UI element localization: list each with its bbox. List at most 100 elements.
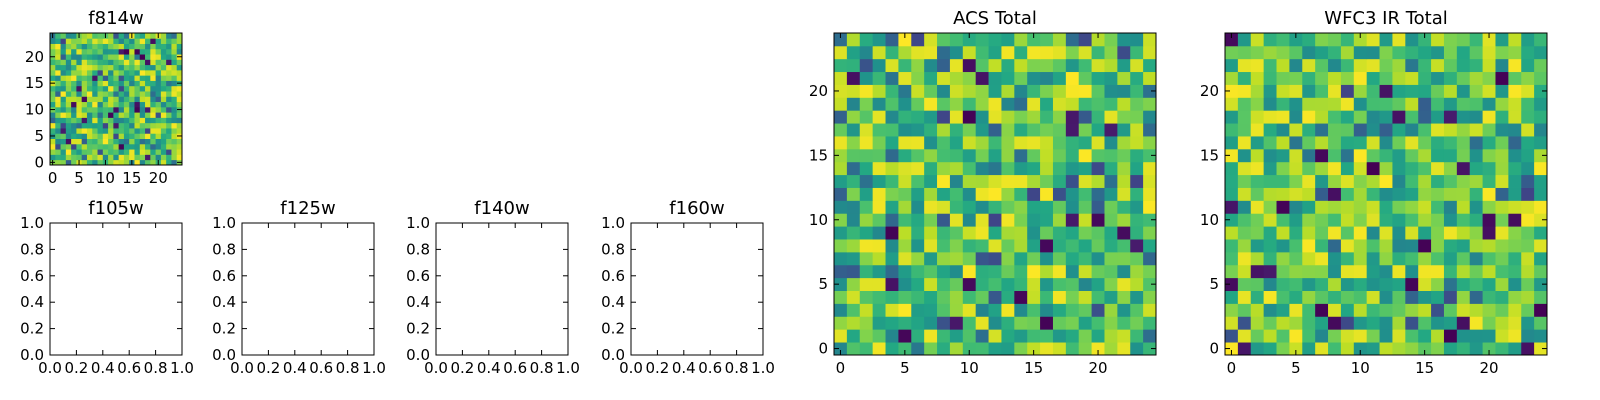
heatmap-cell xyxy=(1027,290,1041,304)
heatmap-cell xyxy=(937,251,951,266)
heatmap-cell xyxy=(108,59,114,66)
heatmap-cell xyxy=(1263,97,1277,111)
heatmap-cell xyxy=(145,64,151,71)
heatmap-cell xyxy=(102,91,109,97)
heatmap-cell xyxy=(898,251,912,266)
y-tick-label: 0.2 xyxy=(212,320,236,338)
heatmap-cell xyxy=(123,80,130,87)
heatmap-cell xyxy=(1143,58,1157,73)
heatmap-cell xyxy=(1534,148,1548,163)
heatmap-cell xyxy=(1091,239,1105,253)
heatmap-cell xyxy=(129,64,135,71)
heatmap-cell xyxy=(1276,251,1290,266)
heatmap-cell xyxy=(1456,264,1471,279)
heatmap-cell xyxy=(1353,123,1368,137)
heatmap-cell xyxy=(86,80,93,87)
heatmap-cell xyxy=(1469,213,1483,227)
heatmap-cell xyxy=(71,91,77,97)
heatmap-cell xyxy=(171,91,178,97)
heatmap-cell xyxy=(937,303,951,317)
x-tick-label: 0.4 xyxy=(672,359,696,377)
heatmap-cell xyxy=(898,342,912,356)
heatmap-cell xyxy=(1418,251,1432,266)
heatmap-cell xyxy=(139,143,146,150)
heatmap-cell xyxy=(1052,174,1067,188)
heatmap-cell xyxy=(150,112,156,118)
x-tick-label: 10 xyxy=(96,169,115,187)
heatmap-cell xyxy=(1495,316,1509,330)
heatmap-cell xyxy=(81,33,88,39)
heatmap-cell xyxy=(1276,136,1290,150)
heatmap-cell xyxy=(123,48,130,55)
heatmap-cell xyxy=(1353,277,1368,291)
heatmap-cell xyxy=(1469,161,1483,176)
heatmap-cell xyxy=(1392,174,1406,188)
heatmap-cell xyxy=(975,33,989,47)
heatmap-cell xyxy=(1250,226,1265,240)
heatmap-cell xyxy=(171,64,178,71)
heatmap-cell xyxy=(65,54,72,60)
heatmap-cell xyxy=(1456,239,1471,253)
heatmap-cell xyxy=(118,128,125,134)
heatmap-cell xyxy=(859,239,874,253)
heatmap-cell xyxy=(1001,148,1015,163)
heatmap-cell xyxy=(988,136,1002,150)
heatmap-cell xyxy=(1315,123,1329,137)
heatmap-cell xyxy=(1508,239,1522,253)
heatmap-cell xyxy=(1130,277,1144,291)
heatmap-cell xyxy=(118,117,125,124)
heatmap-cell xyxy=(55,64,61,71)
heatmap-cell xyxy=(1104,58,1118,73)
x-tick-label: 1.0 xyxy=(556,359,580,377)
heatmap-cell xyxy=(1250,342,1265,356)
heatmap-cell xyxy=(1469,33,1483,47)
heatmap-cell xyxy=(60,106,67,113)
heatmap-cell xyxy=(1392,316,1406,330)
heatmap-cell xyxy=(1379,110,1393,124)
heatmap-cell xyxy=(988,84,1002,98)
heatmap-cell xyxy=(1117,239,1131,253)
heatmap-cell xyxy=(1418,84,1432,98)
y-tick-label: 0.8 xyxy=(212,240,236,258)
heatmap-cell xyxy=(160,64,167,71)
heatmap-cell xyxy=(92,69,98,76)
heatmap-cell xyxy=(81,69,88,76)
heatmap-cell xyxy=(97,128,104,134)
heatmap-cell xyxy=(975,187,989,201)
heatmap-cell xyxy=(1302,33,1316,47)
heatmap-cell xyxy=(1091,264,1105,279)
heatmap-cell xyxy=(846,110,861,124)
heatmap-cell xyxy=(102,128,109,134)
heatmap-cell xyxy=(911,148,925,163)
heatmap-cell xyxy=(1508,33,1522,47)
heatmap-cell xyxy=(1495,303,1509,317)
heatmap-cell xyxy=(1521,277,1535,291)
heatmap-cell xyxy=(1431,136,1445,150)
heatmap-cell xyxy=(975,136,989,150)
heatmap-cell xyxy=(872,45,886,60)
heatmap-cell xyxy=(937,136,951,150)
y-tick-label: 0.4 xyxy=(601,293,625,311)
heatmap-cell xyxy=(102,138,109,145)
heatmap-cell xyxy=(1328,136,1342,150)
heatmap-cell xyxy=(1443,342,1458,356)
heatmap-cell xyxy=(1340,45,1355,60)
x-tick-label: 0 xyxy=(1227,359,1237,377)
heatmap-cell xyxy=(145,112,151,118)
heatmap-cell xyxy=(1443,161,1458,176)
heatmap-cell xyxy=(1418,329,1432,343)
heatmap-cell xyxy=(129,112,135,118)
heatmap-cell xyxy=(139,91,146,97)
heatmap-cell xyxy=(898,316,912,330)
y-tick-label: 20 xyxy=(1200,82,1219,100)
heatmap-cell xyxy=(1340,148,1355,163)
heatmap-cell xyxy=(1315,200,1329,214)
heatmap-cell xyxy=(1443,213,1458,227)
heatmap-cell xyxy=(924,200,938,214)
heatmap-cell xyxy=(1104,251,1118,266)
heatmap-cell xyxy=(1225,200,1239,214)
heatmap-cell xyxy=(949,161,964,176)
heatmap-cell xyxy=(1040,97,1054,111)
